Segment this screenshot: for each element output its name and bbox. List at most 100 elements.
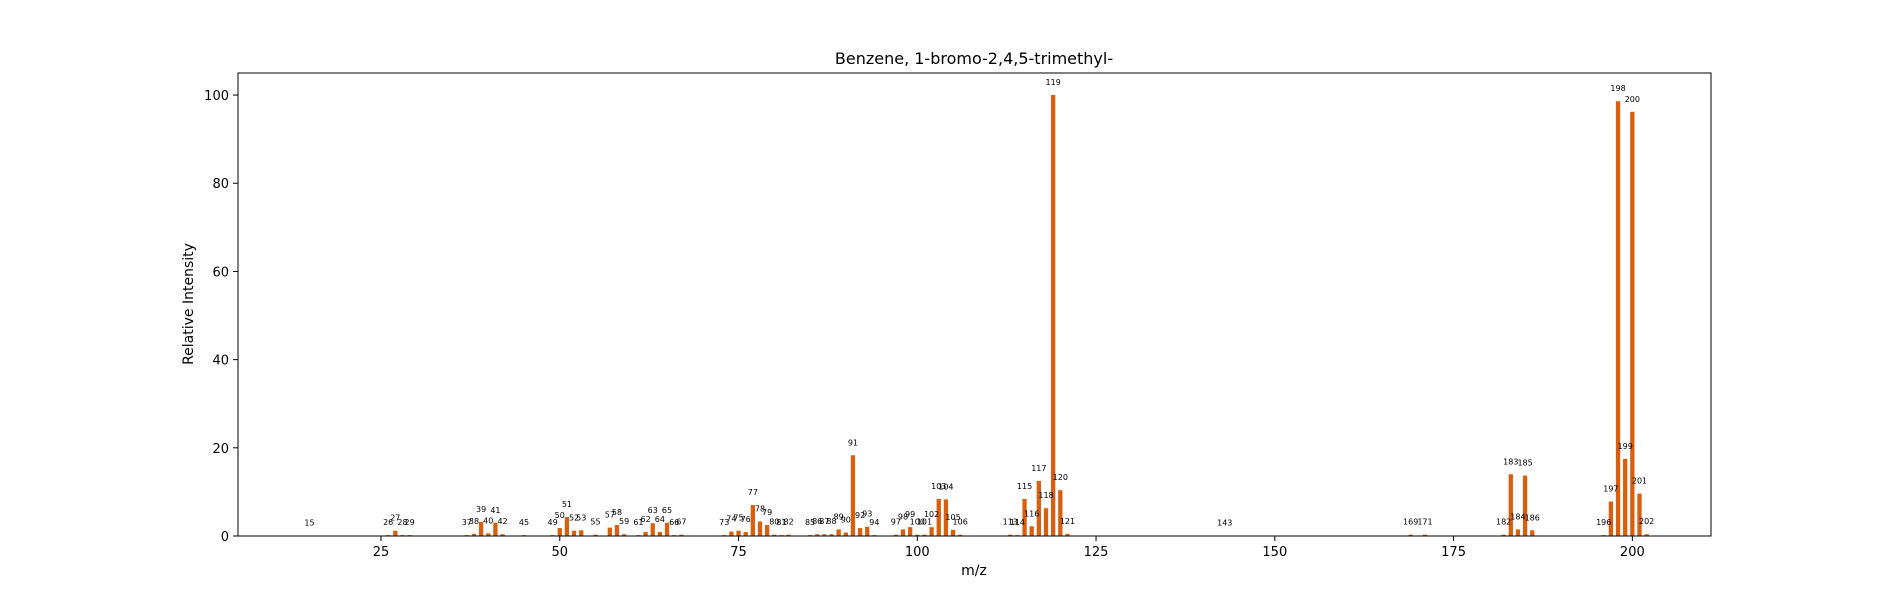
bar-mz-197: [1608, 501, 1614, 536]
peak-label-185: 185: [1517, 459, 1532, 468]
bar-mz-117: [1036, 480, 1041, 536]
peak-label-106: 106: [953, 518, 968, 527]
peak-label-90: 90: [841, 515, 851, 524]
bar-mz-89: [836, 529, 841, 536]
peak-label-77: 77: [748, 488, 758, 497]
x-tick-label-150: 150: [1262, 545, 1287, 560]
bar-mz-51: [564, 517, 570, 536]
peak-label-79: 79: [762, 508, 772, 517]
peak-label-100: 100: [910, 518, 925, 527]
bar-mz-39: [478, 521, 484, 536]
peak-label-67: 67: [676, 518, 686, 527]
peak-label-120: 120: [1053, 473, 1068, 482]
bar-mz-116: [1029, 526, 1034, 536]
bar-mz-92: [857, 528, 863, 536]
bar-mz-120: [1058, 490, 1063, 536]
x-tick-label-175: 175: [1441, 545, 1466, 560]
peak-label-52: 52: [569, 514, 579, 523]
peak-label-186: 186: [1525, 513, 1540, 522]
bar-mz-57: [607, 527, 612, 536]
peak-label-15: 15: [304, 519, 314, 528]
y-tick-label-80: 80: [212, 177, 229, 192]
bar-mz-113: [1008, 534, 1013, 536]
peak-label-113: 113: [1003, 518, 1018, 527]
peak-label-143: 143: [1217, 519, 1232, 528]
y-tick-label-40: 40: [212, 354, 229, 369]
bar-mz-93: [865, 526, 870, 536]
x-tick-label-50: 50: [551, 545, 568, 560]
bar-mz-104: [943, 499, 949, 536]
bar-mz-199: [1623, 458, 1628, 536]
peak-label-182: 182: [1496, 518, 1511, 527]
peak-label-74: 74: [726, 515, 736, 524]
peak-label-66: 66: [669, 518, 679, 527]
peak-label-102: 102: [924, 510, 939, 519]
peak-label-115: 115: [1017, 482, 1032, 491]
y-tick-label-60: 60: [212, 265, 229, 280]
bar-mz-75: [736, 530, 741, 536]
y-axis-ticks: 0 20 40 60 80 100: [204, 89, 238, 545]
bar-mz-202: [1644, 534, 1649, 536]
bar-mz-99: [908, 527, 913, 536]
bar-mz-38: [471, 533, 477, 536]
bar-mz-102: [929, 527, 934, 536]
peak-label-73: 73: [719, 518, 729, 527]
bar-mz-184: [1515, 529, 1521, 536]
bar-mz-86: [815, 534, 820, 536]
peak-label-104: 104: [938, 482, 953, 491]
peak-label-45: 45: [519, 518, 529, 527]
peak-label-37: 37: [462, 518, 472, 527]
peak-label-171: 171: [1417, 518, 1432, 527]
bar-mz-103: [936, 498, 941, 536]
bar-mz-100: [915, 534, 920, 536]
x-tick-label-125: 125: [1084, 545, 1109, 560]
bar-mz-78: [757, 521, 763, 536]
peak-label-87: 87: [819, 517, 829, 526]
y-axis-label: Relative Intensity: [181, 243, 197, 365]
peak-label-201: 201: [1632, 477, 1647, 486]
peak-label-121: 121: [1060, 517, 1075, 526]
peak-label-98: 98: [898, 512, 908, 521]
peak-label-40: 40: [483, 516, 493, 525]
peak-label-169: 169: [1403, 518, 1418, 527]
bar-mz-101: [922, 534, 927, 536]
bar-mz-67: [679, 534, 684, 536]
bar-mz-77: [750, 505, 755, 536]
bar-mz-198: [1615, 101, 1621, 536]
peak-label-105: 105: [945, 513, 960, 522]
peak-label-53: 53: [576, 513, 586, 522]
peak-label-38: 38: [469, 517, 479, 526]
y-tick-label-100: 100: [204, 89, 229, 104]
bar-mz-87: [822, 534, 827, 536]
bar-mz-82: [786, 534, 791, 536]
peak-label-39: 39: [476, 505, 486, 514]
peak-label-61: 61: [633, 518, 643, 527]
peak-label-51: 51: [562, 500, 572, 509]
x-tick-label-25: 25: [373, 545, 390, 560]
bar-mz-53: [579, 530, 584, 536]
bar-mz-58: [614, 524, 620, 536]
peak-label-198: 198: [1610, 84, 1625, 93]
peak-label-86: 86: [812, 517, 822, 526]
peak-label-63: 63: [648, 506, 658, 515]
bar-mz-200: [1630, 111, 1635, 537]
bar-mz-74: [729, 531, 734, 536]
peak-label-199: 199: [1618, 442, 1633, 451]
bar-mz-106: [958, 534, 963, 536]
bar-mz-42: [500, 534, 505, 536]
plot-frame: [237, 72, 1712, 537]
x-tick-label-100: 100: [905, 545, 930, 560]
bar-mz-27: [393, 530, 398, 536]
peak-label-78: 78: [755, 504, 765, 513]
bar-mz-90: [843, 532, 848, 536]
bar-mz-65: [664, 522, 670, 536]
bar-mz-171: [1422, 534, 1428, 536]
bar-mz-119: [1051, 95, 1056, 537]
peak-label-92: 92: [855, 511, 865, 520]
peak-label-50: 50: [555, 511, 565, 520]
x-tick-label-75: 75: [730, 545, 747, 560]
peak-label-196: 196: [1596, 518, 1611, 527]
bar-mz-91: [850, 455, 856, 536]
